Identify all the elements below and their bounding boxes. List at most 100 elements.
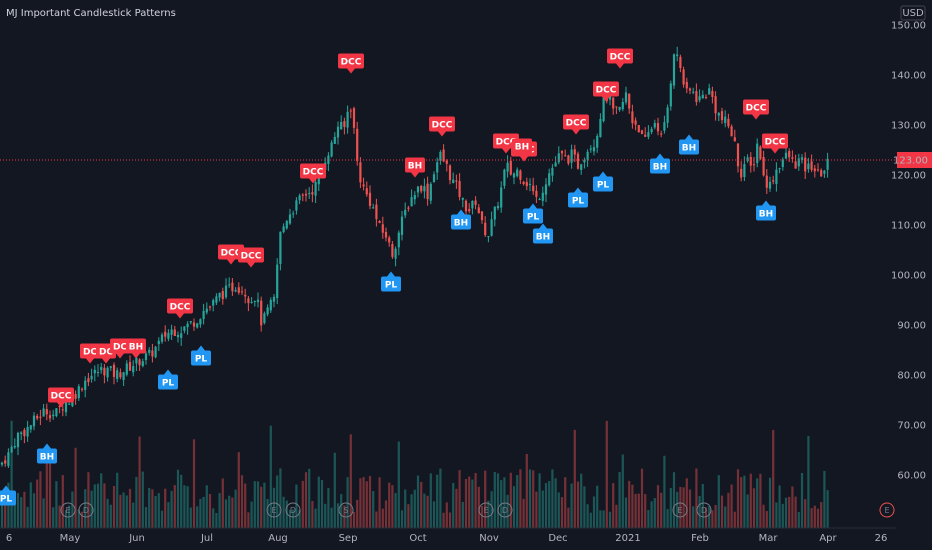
candle-body <box>532 185 535 192</box>
volume-bar <box>525 453 528 528</box>
label-box <box>593 81 619 97</box>
label-box <box>126 338 146 354</box>
candle-body <box>493 206 496 220</box>
volume-bar <box>813 505 816 528</box>
y-tick-label: 90.00 <box>897 321 926 332</box>
label-text: DCC <box>51 392 72 402</box>
candle-body <box>740 168 743 178</box>
volume-bar <box>42 498 45 528</box>
volume-bar <box>32 493 36 528</box>
candle-body <box>666 107 669 123</box>
candle-body <box>490 219 493 236</box>
volume-bar <box>391 485 394 528</box>
volume-bar <box>573 429 576 528</box>
candle-body <box>381 224 384 233</box>
pattern-label-pl: PL <box>523 203 543 224</box>
candle-body <box>554 162 557 167</box>
label-pointer <box>102 358 110 364</box>
candle-body <box>592 147 596 152</box>
candle-body <box>20 432 23 434</box>
candle-body <box>669 83 672 107</box>
candle-body <box>676 54 679 57</box>
candle-body <box>634 120 637 125</box>
volume-bar <box>164 488 167 528</box>
event-marker: S <box>338 502 354 518</box>
volume-bar <box>301 480 304 528</box>
label-text: BH <box>536 233 550 243</box>
label-pointer <box>539 223 547 229</box>
y-tick-label: 130.00 <box>891 121 926 132</box>
price-axis[interactable]: USD 60.00 70.00 80.00 90.00 100.00 110.00 120.0… <box>891 5 932 482</box>
volume-bar <box>196 506 199 528</box>
x-tick-label: Nov <box>479 533 499 544</box>
candle-body <box>746 157 749 162</box>
candle-body <box>151 350 154 357</box>
volume-bar <box>71 491 74 528</box>
candle-body <box>708 88 711 95</box>
candle-body <box>333 136 336 144</box>
volume-bar <box>87 472 90 528</box>
pattern-label-dcc: DCC <box>48 387 74 408</box>
volume-bar <box>644 494 647 528</box>
volume-bar <box>711 510 714 528</box>
candle-body <box>813 168 816 172</box>
candle-body <box>445 160 448 164</box>
candle-body <box>496 205 500 209</box>
label-text: BH <box>129 343 143 353</box>
volume-bar <box>669 487 672 528</box>
pattern-label-pl: PL <box>568 187 588 208</box>
label-text: PL <box>162 379 175 389</box>
candle-body <box>535 190 538 197</box>
volume-bar <box>704 507 708 528</box>
volume-bar <box>468 476 471 528</box>
last-price-label: 123.00 <box>893 156 928 167</box>
volume-bar <box>647 510 650 528</box>
time-axis[interactable]: 6 May Jun Jul Aug Sep Oct Nov Dec 2021 Feb Mar Apr 26 <box>0 527 896 544</box>
label-text: PL <box>527 213 540 223</box>
candle-body <box>164 331 167 337</box>
volume-bar <box>560 497 564 528</box>
event-letter: S <box>343 506 348 515</box>
volume-bar <box>298 510 301 528</box>
candle-body <box>224 285 228 298</box>
candle-body <box>192 322 196 327</box>
label-text: BH <box>454 219 468 229</box>
volume-bar <box>528 469 532 528</box>
volume-bar <box>285 500 288 528</box>
candle-body <box>573 149 576 155</box>
label-box <box>218 244 244 260</box>
volume-bar <box>237 452 240 528</box>
label-box <box>451 214 471 230</box>
volume-bar <box>464 479 468 528</box>
volume-bar <box>624 497 628 528</box>
label-pointer <box>752 114 760 120</box>
label-text: DC <box>83 348 97 358</box>
event-letter: E <box>483 506 488 515</box>
volume-bar <box>461 501 464 528</box>
candle-body <box>154 346 157 358</box>
label-box <box>167 298 193 314</box>
candle-body <box>484 222 487 236</box>
candle-body <box>500 187 503 208</box>
volume-bar <box>61 475 64 528</box>
event-marker: E <box>478 502 494 518</box>
candle-body <box>301 194 304 196</box>
label-text: DCC <box>170 303 191 313</box>
volume-bar <box>688 489 692 528</box>
candle-body <box>781 159 784 168</box>
pattern-label-bh: BH <box>650 153 670 174</box>
x-tick-label: Dec <box>548 533 567 544</box>
candle-body <box>698 96 701 101</box>
label-pointer <box>164 369 172 375</box>
volume-bar <box>234 489 237 528</box>
event-circle <box>497 502 513 518</box>
volume-bar <box>810 508 813 528</box>
label-text: PL <box>572 197 585 207</box>
label-box <box>110 338 130 354</box>
candle-body <box>727 118 730 127</box>
candle-body <box>586 151 589 160</box>
candle-body <box>772 180 775 182</box>
candle-body <box>176 334 180 338</box>
